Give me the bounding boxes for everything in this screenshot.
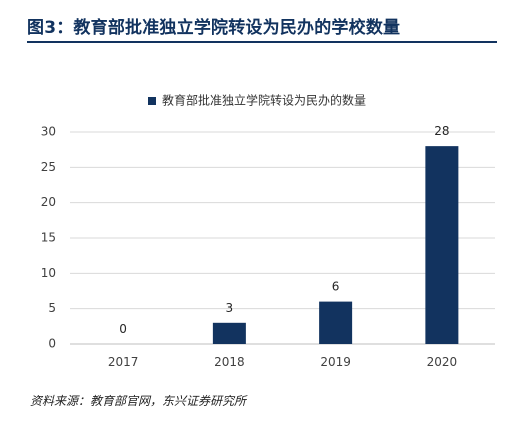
x-tick-label: 2019 <box>320 355 351 369</box>
chart-legend: 教育部批准独立学院转设为民办的数量 <box>148 93 366 108</box>
figure-title: 图3：教育部批准独立学院转设为民办的学校数量 <box>27 18 401 38</box>
x-tick-label: 2017 <box>108 355 139 369</box>
source-note: 资料来源：教育部官网，东兴证券研究所 <box>30 394 247 408</box>
y-tick-label: 30 <box>41 125 56 139</box>
bar <box>425 146 459 344</box>
bar-chart: 教育部批准独立学院转设为民办的数量 0 5 10 15 20 25 30 0 3 6 28 201… <box>41 93 495 369</box>
bar <box>212 322 246 344</box>
title-divider <box>27 41 497 43</box>
data-label: 3 <box>226 301 234 315</box>
y-tick-label: 10 <box>41 266 56 280</box>
x-tick-label: 2018 <box>214 355 245 369</box>
y-tick-label: 5 <box>48 301 56 315</box>
bar <box>319 301 353 344</box>
y-tick-label: 25 <box>41 160 56 174</box>
data-label: 6 <box>332 280 340 294</box>
data-label: 0 <box>119 322 127 336</box>
y-tick-label: 20 <box>41 195 56 209</box>
y-tick-label: 0 <box>48 337 56 351</box>
data-label: 28 <box>434 124 449 138</box>
legend-label: 教育部批准独立学院转设为民办的数量 <box>162 93 366 108</box>
x-tick-label: 2020 <box>427 355 458 369</box>
legend-swatch <box>148 97 156 105</box>
y-tick-label: 15 <box>41 231 56 245</box>
